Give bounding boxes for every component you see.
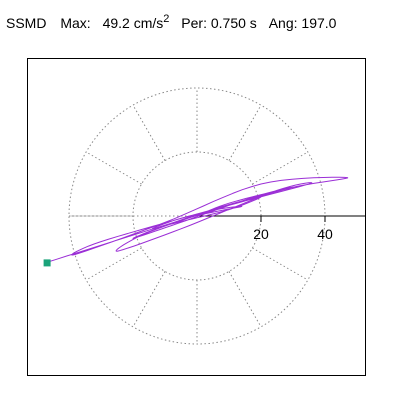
chart-markers (43, 259, 51, 267)
grid-spoke-30 (252, 151, 309, 185)
trajectory-series-0 (46, 176, 349, 263)
ang-label: Ang: (268, 15, 298, 31)
plot-frame (27, 58, 366, 376)
max-label: Max: (60, 15, 91, 31)
peak-marker (43, 259, 51, 267)
max-unit: cm/s (133, 15, 164, 31)
chart-axes: 20 40 (197, 215, 365, 242)
grid-spoke-120 (132, 104, 166, 161)
x-tick-label-20: 20 (253, 226, 269, 242)
per-value: 0.750 s (210, 15, 257, 31)
grid-spoke-150 (85, 151, 142, 185)
header: SSMD Max: 49.2 cm/s2 Per: 0.750 s Ang: 1… (6, 13, 337, 31)
max-value: 49.2 (102, 15, 130, 31)
station-code: SSMD (6, 15, 47, 31)
ang-value: 197.0 (301, 15, 337, 31)
grid-spoke-240 (132, 271, 166, 328)
per-label: Per: (181, 15, 207, 31)
chart-traces (46, 176, 349, 263)
grid-spoke-330 (252, 247, 309, 281)
grid-spoke-210 (85, 247, 142, 281)
grid-spoke-60 (228, 104, 262, 161)
grid-spoke-300 (228, 271, 262, 328)
max-unit-exponent: 2 (163, 13, 170, 25)
x-tick-label-40: 40 (317, 226, 333, 242)
